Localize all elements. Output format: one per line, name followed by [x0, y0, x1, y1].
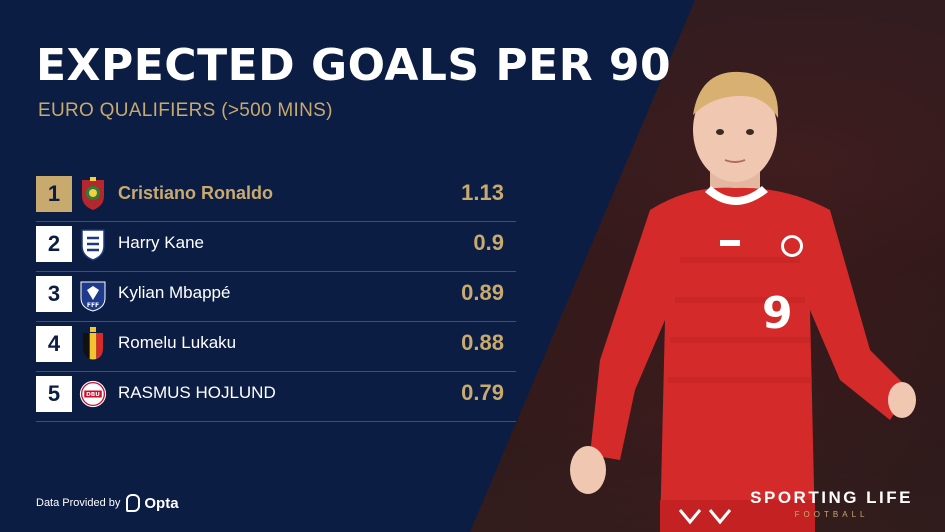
player-name: RASMUS HOJLUND — [118, 383, 276, 402]
page-title: EXPECTED GOALS PER 90 — [36, 40, 672, 91]
denmark-crest-icon: DBU — [79, 376, 107, 412]
player-name: Cristiano Ronaldo — [118, 183, 274, 203]
player-name: Harry Kane — [118, 233, 204, 252]
opta-label: Opta — [144, 494, 179, 512]
player-photo: 9 — [570, 71, 916, 532]
data-credit-label: Data Provided by — [36, 497, 121, 509]
page-subtitle: EURO QUALIFIERS (>500 MINS) — [38, 100, 333, 121]
xg-value: 1.13 — [461, 180, 504, 205]
xg-value: 0.89 — [461, 280, 504, 305]
xg-value: 0.9 — [473, 230, 504, 255]
france-crest-icon: FFF — [79, 276, 107, 312]
rank-badge: 1 — [36, 176, 72, 212]
ranking-row: 3 FFF Kylian Mbappé 0.89 — [36, 272, 516, 322]
ranking-list: 1 Cristiano Ronaldo 1.13 2 Harr — [36, 172, 516, 422]
brand-name: SPORTING LIFE — [750, 488, 913, 507]
svg-text:DBU: DBU — [86, 392, 100, 398]
rank-badge: 2 — [36, 226, 72, 262]
rank-badge: 4 — [36, 326, 72, 362]
rank-badge: 5 — [36, 376, 72, 412]
sporting-life-logo: SPORTING LIFE FOOTBALL — [750, 488, 913, 519]
player-name: Romelu Lukaku — [118, 333, 237, 352]
data-credit: Data Provided by Opta — [36, 494, 179, 512]
ranking-row: 5 DBU RASMUS HOJLUND 0.79 — [36, 372, 516, 422]
shirt-number: 9 — [762, 288, 793, 339]
ranking-row: 2 Harry Kane 0.9 — [36, 222, 516, 272]
xg-value: 0.88 — [461, 330, 504, 355]
ranking-row: 4 Romelu Lukaku 0.88 — [36, 322, 516, 372]
opta-icon — [126, 494, 141, 512]
xg-value: 0.79 — [461, 380, 504, 405]
rank-badge: 3 — [36, 276, 72, 312]
belgium-crest-icon — [79, 326, 107, 362]
portugal-crest-icon — [79, 176, 107, 212]
player-name: Kylian Mbappé — [118, 283, 231, 302]
brand-subtitle: FOOTBALL — [794, 510, 869, 519]
ranking-row: 1 Cristiano Ronaldo 1.13 — [36, 172, 516, 222]
opta-logo: Opta — [126, 494, 179, 512]
svg-text:FFF: FFF — [87, 302, 99, 309]
england-crest-icon — [79, 226, 107, 262]
